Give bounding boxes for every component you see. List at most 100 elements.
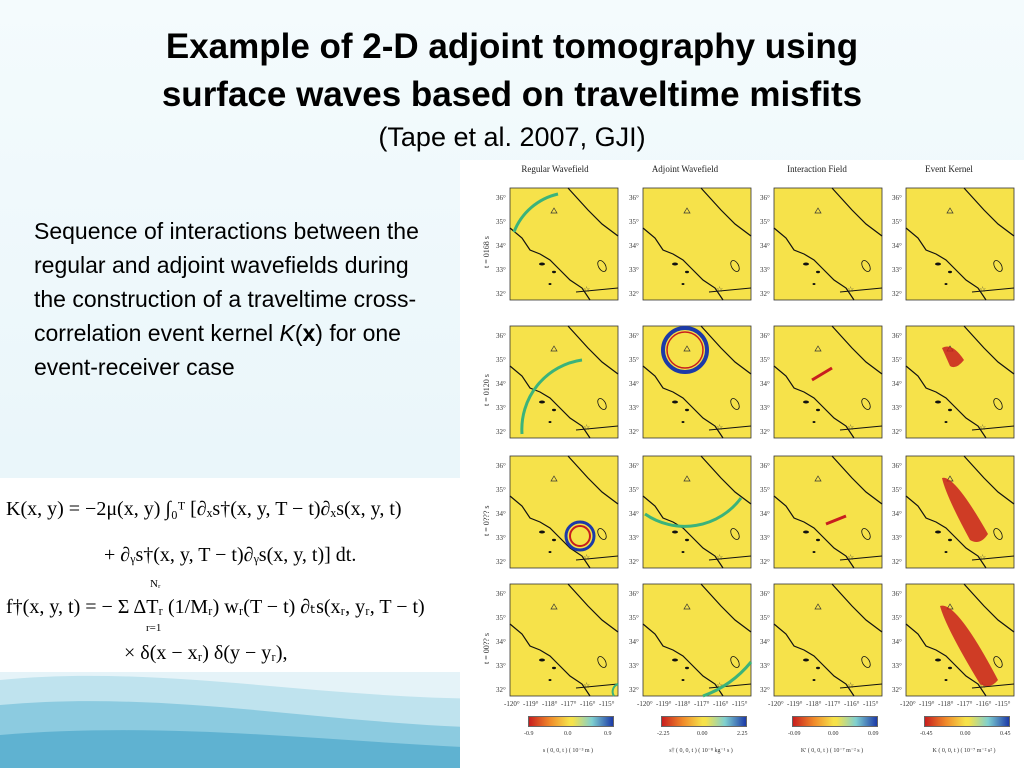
row-time-label: t = 00?? s — [482, 633, 491, 664]
fault-line — [963, 187, 1015, 237]
colorbar-tick-label: -0.45 — [920, 731, 933, 737]
lat-tick-label: 36° — [629, 462, 639, 470]
lake — [730, 398, 740, 410]
lat-tick-label: 36° — [629, 590, 639, 598]
lake — [861, 656, 871, 668]
kernel-arg: x — [302, 320, 316, 346]
lat-tick-label: 33° — [496, 662, 506, 670]
island — [803, 262, 809, 266]
equation-box: K(x, y) = −2μ(x, y) ∫₀ᵀ [∂ₓs†(x, y, T − … — [0, 478, 478, 672]
panel-r3-c1: ☆ — [509, 455, 619, 569]
fault-line — [567, 583, 619, 633]
lon-tick-label: -118° — [806, 700, 822, 708]
panel-r2-c1: ☆ — [509, 325, 619, 439]
panel-background — [509, 583, 619, 697]
island — [812, 421, 816, 423]
lon-tick-label: -118° — [938, 700, 954, 708]
border-line — [839, 425, 883, 431]
island — [672, 400, 678, 404]
lon-tick-label: -120° — [768, 700, 784, 708]
coastline — [509, 623, 591, 697]
event-star: ☆ — [847, 553, 854, 562]
receiver-triangle — [814, 345, 822, 352]
lat-tick-label: 34° — [496, 380, 506, 388]
lat-tick-label: 35° — [760, 356, 770, 364]
island — [548, 421, 552, 423]
receiver-triangle — [550, 603, 558, 610]
lat-tick-label: 32° — [629, 686, 639, 694]
event-star: ☆ — [716, 681, 723, 690]
coastline — [509, 227, 591, 301]
lat-tick-label: 34° — [496, 242, 506, 250]
border-line — [971, 287, 1015, 293]
lat-tick-label: 36° — [892, 332, 902, 340]
island — [944, 551, 948, 553]
island — [552, 270, 556, 274]
lake — [597, 656, 607, 668]
lat-tick-label: 35° — [892, 356, 902, 364]
island — [681, 551, 685, 553]
lat-tick-label: 32° — [496, 686, 506, 694]
lat-tick-label: 32° — [496, 290, 506, 298]
colorbar-tick-label: 0.00 — [828, 731, 839, 737]
lat-tick-label: 35° — [760, 486, 770, 494]
receiver-triangle — [946, 207, 954, 214]
equation-1-line-1: K(x, y) = −2μ(x, y) ∫₀ᵀ [∂ₓs†(x, y, T − … — [6, 498, 402, 520]
island — [948, 270, 952, 274]
panel-background — [642, 325, 752, 439]
border-line — [971, 425, 1015, 431]
island — [812, 283, 816, 285]
border-line — [575, 287, 619, 293]
lat-tick-label: 36° — [629, 194, 639, 202]
panel-r4-c4: ☆ — [905, 583, 1015, 697]
fault-line — [700, 455, 752, 505]
panel-r2-c2: ☆ — [642, 325, 752, 439]
colorbar-tick-label: 0.00 — [697, 731, 708, 737]
panel-r1-c2: ☆ — [642, 187, 752, 301]
lat-tick-label: 36° — [496, 462, 506, 470]
lat-tick-label: 35° — [760, 614, 770, 622]
lon-tick-label: -115° — [995, 700, 1011, 708]
adjoint-wavefront — [702, 661, 753, 698]
lon-tick-label: -116° — [713, 700, 729, 708]
island — [803, 530, 809, 534]
wavefield-figure: Regular Wavefield Adjoint Wavefield Inte… — [460, 160, 1024, 768]
lake — [730, 656, 740, 668]
island — [672, 530, 678, 534]
receiver-triangle — [550, 345, 558, 352]
coastline — [642, 623, 724, 697]
colorbar-label: s ( 0, 0, t ) ( 10⁻³ m ) — [542, 748, 594, 754]
island — [935, 400, 941, 404]
coastline — [773, 623, 855, 697]
island — [552, 408, 556, 412]
panel-background — [642, 583, 752, 697]
lon-tick-label: -116° — [976, 700, 992, 708]
lat-tick-label: 32° — [892, 558, 902, 566]
island — [539, 400, 545, 404]
equation-2-line-1: f†(x, y, t) = − Σ ΔTᵣ (1/Mᵣ) wᵣ(T − t) ∂… — [6, 596, 425, 618]
lat-tick-label: 35° — [760, 218, 770, 226]
island — [948, 408, 952, 412]
island — [935, 658, 941, 662]
border-line — [575, 425, 619, 431]
lat-tick-label: 32° — [629, 558, 639, 566]
equation-2-sum-bottom: r=1 — [146, 622, 162, 634]
lat-tick-label: 32° — [496, 558, 506, 566]
lat-tick-label: 32° — [892, 290, 902, 298]
wavefront-ring — [564, 520, 596, 552]
lon-tick-label: -120° — [637, 700, 653, 708]
colorbar-label: K' ( 0, 0, t ) ( 10⁻⁷ m⁻² s ) — [800, 748, 864, 754]
adjoint-ring — [661, 326, 709, 374]
lat-tick-label: 32° — [629, 428, 639, 436]
panel-background — [642, 455, 752, 569]
event-star: ☆ — [583, 423, 590, 432]
kernel-lobe — [942, 346, 964, 368]
island — [539, 658, 545, 662]
coastline — [773, 227, 855, 301]
colorbar-tick-label: 0.9 — [604, 731, 612, 737]
lat-tick-label: 36° — [496, 590, 506, 598]
wavefront — [611, 683, 619, 697]
lon-tick-label: -120° — [900, 700, 916, 708]
lat-tick-label: 34° — [892, 638, 902, 646]
coastline — [773, 495, 855, 569]
